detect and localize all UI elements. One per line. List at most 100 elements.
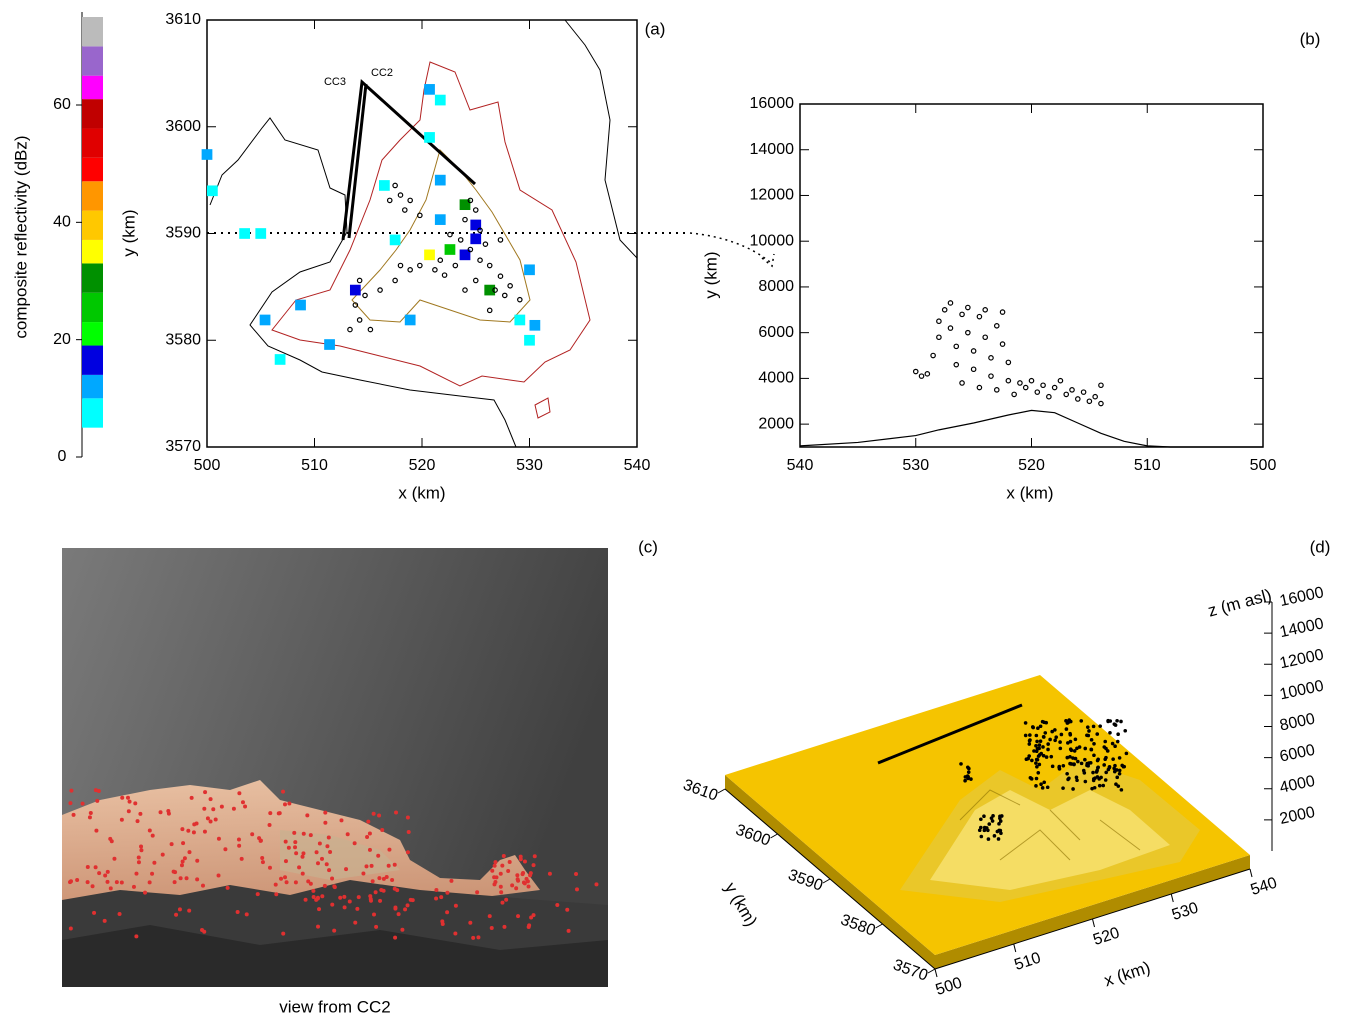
surface-dot	[1054, 735, 1058, 739]
surface-dot	[1108, 731, 1112, 735]
photo-dot	[284, 859, 288, 863]
surface-dot	[1115, 719, 1119, 723]
y-tick-label: 8000	[758, 278, 794, 295]
photo-dot	[72, 813, 76, 817]
photo-dot	[260, 856, 264, 860]
photo-dot	[332, 929, 336, 933]
reflectivity-cell	[524, 335, 535, 346]
surface-dot	[1045, 755, 1049, 759]
photo-dot	[192, 830, 196, 834]
photo-dot	[508, 860, 512, 864]
photo-dot	[499, 872, 503, 876]
lightning-source	[393, 183, 397, 187]
surface-dot	[1089, 748, 1093, 752]
y-tick-label: 3590	[786, 867, 825, 895]
surface-dot	[987, 837, 991, 841]
lightning-source	[348, 327, 352, 331]
photo-dot	[532, 863, 536, 867]
lightning-source	[966, 330, 970, 334]
surface-dot	[1093, 776, 1097, 780]
reflectivity-cell	[275, 354, 286, 365]
lightning-source	[925, 372, 929, 376]
photo-dot	[315, 850, 319, 854]
lightning-source	[1000, 310, 1004, 314]
photo-dot	[187, 909, 191, 913]
lightning-source	[448, 232, 452, 236]
photo-dot	[89, 811, 93, 815]
photo-dot	[75, 878, 79, 882]
surface-dot	[963, 779, 967, 783]
panel-label: (a)	[645, 19, 666, 38]
lightning-source	[438, 258, 442, 262]
y-tick-label: 3570	[165, 438, 201, 455]
photo-dot	[309, 833, 313, 837]
surface-dot	[997, 829, 1001, 833]
surface-dot	[1091, 771, 1095, 775]
photo-dot	[86, 880, 90, 884]
surface-dot	[1113, 744, 1117, 748]
lightning-source	[919, 374, 923, 378]
surface-dot	[1082, 769, 1086, 773]
photo-dot	[502, 925, 506, 929]
lightning-source	[989, 356, 993, 360]
lightning-source	[1081, 390, 1085, 394]
surface-dot	[1043, 731, 1047, 735]
surface-dot	[1079, 719, 1083, 723]
y-axis-label: y (km)	[721, 879, 761, 929]
photo-dot	[256, 892, 260, 896]
photo-dot	[274, 883, 278, 887]
panel-label: (c)	[638, 537, 658, 556]
photo-dot	[328, 850, 332, 854]
photo-dot	[170, 842, 174, 846]
surface-dot	[1119, 720, 1123, 724]
photo-dot	[109, 886, 113, 890]
lightning-source	[942, 308, 946, 312]
photo-dot	[377, 876, 381, 880]
photo-dot	[226, 886, 230, 890]
photo-dot	[327, 868, 331, 872]
colorbar-tick-label: 20	[53, 331, 71, 348]
lightning-source	[977, 385, 981, 389]
photo-dot	[91, 884, 95, 888]
photo-dot	[500, 864, 504, 868]
photo-dot	[183, 856, 187, 860]
colorbar-tick-label: 0	[58, 448, 67, 465]
surface-dot	[1111, 757, 1115, 761]
surface-dot	[1035, 758, 1039, 762]
photo-dot	[365, 835, 369, 839]
lightning-source	[478, 258, 482, 262]
photo-dot	[243, 805, 247, 809]
y-tick-label: 6000	[758, 324, 794, 341]
surface-dot	[1118, 756, 1122, 760]
photo-dot	[159, 810, 163, 814]
surface-dot	[1108, 765, 1112, 769]
surface-dot	[983, 826, 987, 830]
photo-dot	[302, 832, 306, 836]
photo-dot	[312, 895, 316, 899]
surface-dot	[1038, 753, 1042, 757]
photo	[62, 548, 608, 987]
photo-dot	[241, 800, 245, 804]
x-tick-label: 540	[787, 457, 814, 474]
lightning-source	[1087, 399, 1091, 403]
lightning-source	[966, 305, 970, 309]
reflectivity-cell	[530, 320, 541, 331]
colorbar-bin	[82, 240, 103, 263]
photo-dot	[493, 860, 497, 864]
photo-dot	[323, 884, 327, 888]
photo-dot	[294, 880, 298, 884]
colorbar-label: composite reflectivity (dBz)	[11, 135, 30, 338]
photo-dot	[202, 807, 206, 811]
photo-dot	[439, 895, 443, 899]
photo-dot	[133, 801, 137, 805]
lightning-source	[960, 381, 964, 385]
figure: composite reflectivity (dBz) CC3 CC2 (a)…	[0, 0, 1351, 1019]
photo-dot	[174, 913, 178, 917]
photo-dot	[393, 907, 397, 911]
photo-dot	[161, 853, 165, 857]
photo-dot	[510, 883, 514, 887]
surface-dot	[1062, 764, 1066, 768]
surface-dot	[1083, 758, 1087, 762]
photo-dot	[88, 815, 92, 819]
surface-dot	[1041, 720, 1045, 724]
